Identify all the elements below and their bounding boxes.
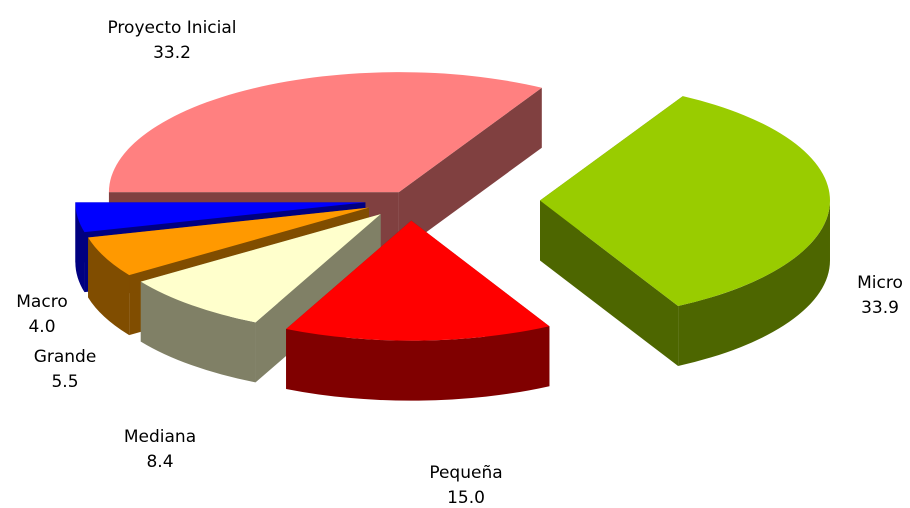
category-label: Macro	[16, 292, 67, 312]
category-label: Micro	[857, 273, 903, 293]
slice-side	[678, 200, 830, 367]
slice-side	[75, 202, 85, 293]
slice-side	[88, 237, 130, 336]
value-label: 8.4	[146, 452, 173, 472]
category-label: Pequeña	[429, 463, 502, 483]
value-label: 5.5	[51, 372, 78, 392]
slice-top	[108, 72, 542, 193]
slice-side	[140, 281, 256, 383]
category-label: Mediana	[124, 427, 196, 447]
value-label: 4.0	[28, 317, 55, 337]
slice-side	[286, 326, 550, 401]
value-label: 33.9	[861, 298, 899, 318]
slice	[286, 220, 550, 401]
slice-top	[140, 214, 381, 323]
value-label: 15.0	[447, 488, 485, 508]
value-label: 33.2	[153, 43, 191, 63]
slice-wall	[398, 87, 542, 253]
slice-top	[539, 96, 830, 307]
slice-wall	[539, 200, 679, 367]
slice-top	[286, 220, 550, 341]
category-label: Proyecto Inicial	[107, 18, 236, 38]
category-label: Grande	[34, 347, 97, 367]
slice-top	[75, 202, 366, 233]
slice-top	[88, 207, 369, 276]
slice	[539, 96, 830, 367]
